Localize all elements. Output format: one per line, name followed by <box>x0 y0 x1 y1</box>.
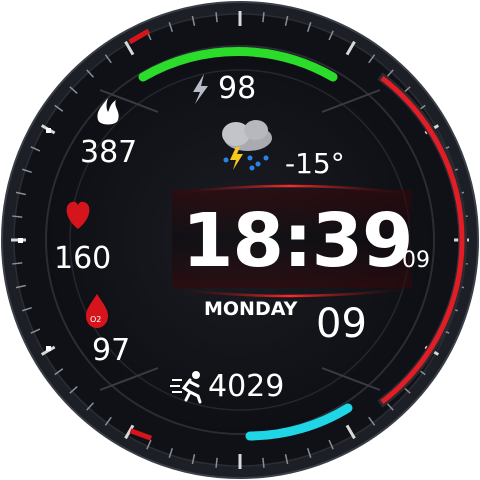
calories-value: 387 <box>80 135 138 170</box>
bezel-minor-tick <box>69 86 78 95</box>
bezel-minor-tick <box>15 284 26 289</box>
panel-divider <box>99 89 159 113</box>
arc-right-progress <box>380 76 465 404</box>
flame-icon <box>97 98 119 125</box>
red-marker-top <box>128 28 151 45</box>
bezel-minor-tick <box>168 21 174 32</box>
panel-divider <box>321 367 381 391</box>
bezel-minor-tick <box>54 104 64 112</box>
bezel-minor-tick <box>86 402 95 411</box>
bezel-minor-tick <box>21 306 32 312</box>
time-band-top-line <box>149 184 431 198</box>
date-display: 09 <box>316 301 367 347</box>
steps-value: 4029 <box>208 369 285 404</box>
spo2-value: 97 <box>92 333 131 368</box>
runner-icon <box>170 371 202 404</box>
heart-icon <box>66 201 90 229</box>
time-display: 18:39 <box>182 198 414 284</box>
seconds-display: 09 <box>402 248 430 273</box>
bezel-minor-tick <box>215 12 218 23</box>
bezel-major-tick <box>345 424 356 440</box>
bezel-minor-tick <box>262 12 265 23</box>
bezel-minor-tick <box>168 448 174 459</box>
bezel-minor-tick <box>368 416 376 426</box>
bezel-minor-tick <box>104 416 112 426</box>
red-marker-bottom <box>129 428 153 441</box>
panel-divider <box>321 89 381 113</box>
bezel-minor-tick <box>368 54 376 64</box>
bezel-minor-tick <box>385 402 394 411</box>
temperature-value: -15° <box>285 147 345 180</box>
bezel-minor-tick <box>30 146 41 152</box>
heart-rate-value: 160 <box>54 241 112 276</box>
spo2-badge: O2 <box>90 315 101 324</box>
bezel-minor-tick <box>328 30 334 41</box>
bezel-minor-tick <box>385 69 394 78</box>
battery-value: 98 <box>218 71 257 106</box>
panel-divider <box>99 367 159 391</box>
bezel-minor-tick <box>86 69 95 78</box>
bezel-major-tick <box>124 40 135 56</box>
blood-drop-icon: O2 <box>86 294 108 328</box>
hour-marker <box>46 346 51 351</box>
bezel-major-tick <box>345 40 356 56</box>
bezel-minor-tick <box>69 385 78 394</box>
time-band-bottom-line <box>149 284 431 298</box>
lightning-icon <box>193 74 208 104</box>
bezel-minor-tick <box>215 457 218 468</box>
bezel-minor-tick <box>328 439 334 450</box>
bezel-minor-tick <box>262 457 265 468</box>
bezel-minor-tick <box>12 262 23 265</box>
bezel-minor-tick <box>104 54 112 64</box>
thunderstorm-icon <box>222 120 272 171</box>
bezel-minor-tick <box>191 15 196 26</box>
hour-marker <box>18 238 23 243</box>
bezel-minor-tick <box>54 368 64 376</box>
bezel-minor-tick <box>191 454 196 465</box>
bezel-major-tick <box>124 424 135 440</box>
bezel-minor-tick <box>12 215 23 218</box>
bezel-minor-tick <box>30 328 41 334</box>
day-of-week: MONDAY <box>204 298 298 320</box>
bezel-minor-tick <box>15 191 26 196</box>
arc-top-progress <box>138 47 338 82</box>
bezel-minor-tick <box>306 448 312 459</box>
bezel-minor-tick <box>146 439 152 450</box>
bezel-minor-tick <box>306 21 312 32</box>
bezel-minor-tick <box>284 454 289 465</box>
time-band <box>172 190 412 288</box>
bezel-minor-tick <box>21 168 32 174</box>
arc-bottom-progress <box>245 403 353 441</box>
hour-marker <box>46 128 51 133</box>
bezel-minor-tick <box>284 15 289 26</box>
